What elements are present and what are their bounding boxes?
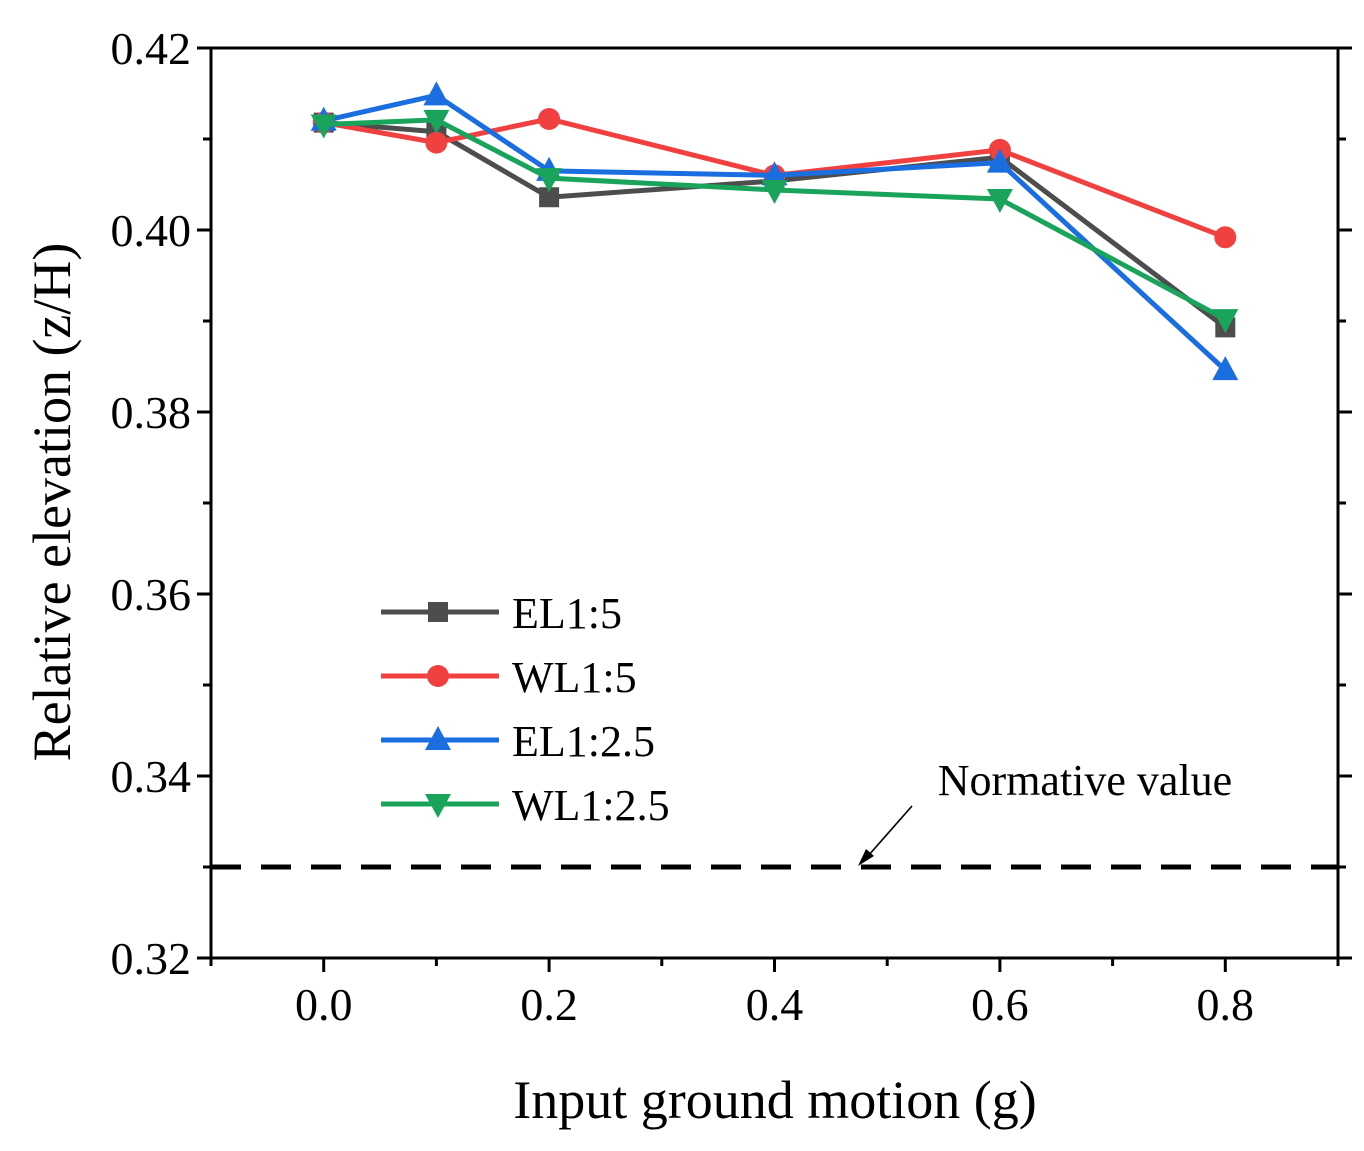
legend: EL1:5 WL1:5 EL1:2.5 WL1:2.5 <box>381 589 670 830</box>
y-axis-title: Relative elevation (z/H) <box>22 243 82 762</box>
y-tick-label: 0.42 <box>111 23 192 74</box>
legend-label-EL1:2.5: EL1:2.5 <box>512 717 655 766</box>
x-axis-title: Input ground motion (g) <box>513 1070 1036 1130</box>
x-tick-label: 0.0 <box>295 979 353 1030</box>
data-point-WL1:2.5-1 <box>423 109 450 134</box>
series-line-WL1:2.5 <box>323 117 1227 322</box>
reference-layer <box>211 805 1338 870</box>
series-line-EL1:2.5 <box>323 92 1227 372</box>
series-line-WL1:5 <box>323 116 1227 240</box>
data-point-EL1:5-2 <box>539 187 560 208</box>
y-tick-label: 0.32 <box>111 933 192 984</box>
legend-entry-EL1:5: EL1:5 <box>381 589 622 638</box>
data-point-WL1:5-2 <box>538 107 561 130</box>
legend-marker-EL1:5 <box>428 602 448 622</box>
data-point-WL1:2.5-3 <box>761 179 788 204</box>
reference-arrow-shaft <box>867 805 913 857</box>
data-point-WL1:2.5-5 <box>1212 309 1239 334</box>
data-point-WL1:2.5-2 <box>536 168 563 193</box>
reference-arrow-head <box>858 849 874 866</box>
data-point-WL1:5-5 <box>1214 226 1237 249</box>
y-tick-label: 0.38 <box>111 387 192 438</box>
x-tick-label: 0.6 <box>971 979 1029 1030</box>
series-layer <box>310 81 1239 381</box>
legend-label-WL1:5: WL1:5 <box>512 653 637 702</box>
data-point-EL1:2.5-5 <box>1212 356 1239 381</box>
legend-entry-EL1:2.5: EL1:2.5 <box>381 717 655 766</box>
data-point-WL1:2.5-0 <box>310 114 337 139</box>
legend-entry-WL1:5: WL1:5 <box>381 653 637 702</box>
legend-entry-WL1:2.5: WL1:2.5 <box>381 781 670 830</box>
data-point-WL1:2.5-4 <box>986 189 1013 214</box>
data-point-WL1:5-1 <box>425 131 448 154</box>
data-point-EL1:2.5-4 <box>986 148 1013 173</box>
axes-layer: 0.32 0.34 0.36 0.38 0.40 0.42 0.0 0.2 0.4 0.6 0.8 <box>111 23 1352 1030</box>
reference-line-label: Normative value <box>938 756 1232 805</box>
legend-marker-EL1:2.5 <box>425 726 451 750</box>
series-WL1:2.5 <box>310 109 1239 334</box>
data-point-EL1:2.5-3 <box>761 161 788 186</box>
legend-label-WL1:2.5: WL1:2.5 <box>512 781 670 830</box>
y-tick-label: 0.40 <box>111 205 192 256</box>
x-tick-label: 0.2 <box>520 979 578 1030</box>
legend-label-EL1:5: EL1:5 <box>512 589 622 638</box>
legend-marker-WL1:2.5 <box>425 794 451 818</box>
x-tick-label: 0.4 <box>746 979 804 1030</box>
series-line-EL1:5 <box>323 120 1227 330</box>
legend-marker-WL1:5 <box>427 665 449 687</box>
y-tick-label: 0.36 <box>111 569 192 620</box>
y-tick-label: 0.34 <box>111 751 192 802</box>
x-tick-label: 0.8 <box>1197 979 1255 1030</box>
data-point-EL1:2.5-1 <box>423 81 450 106</box>
